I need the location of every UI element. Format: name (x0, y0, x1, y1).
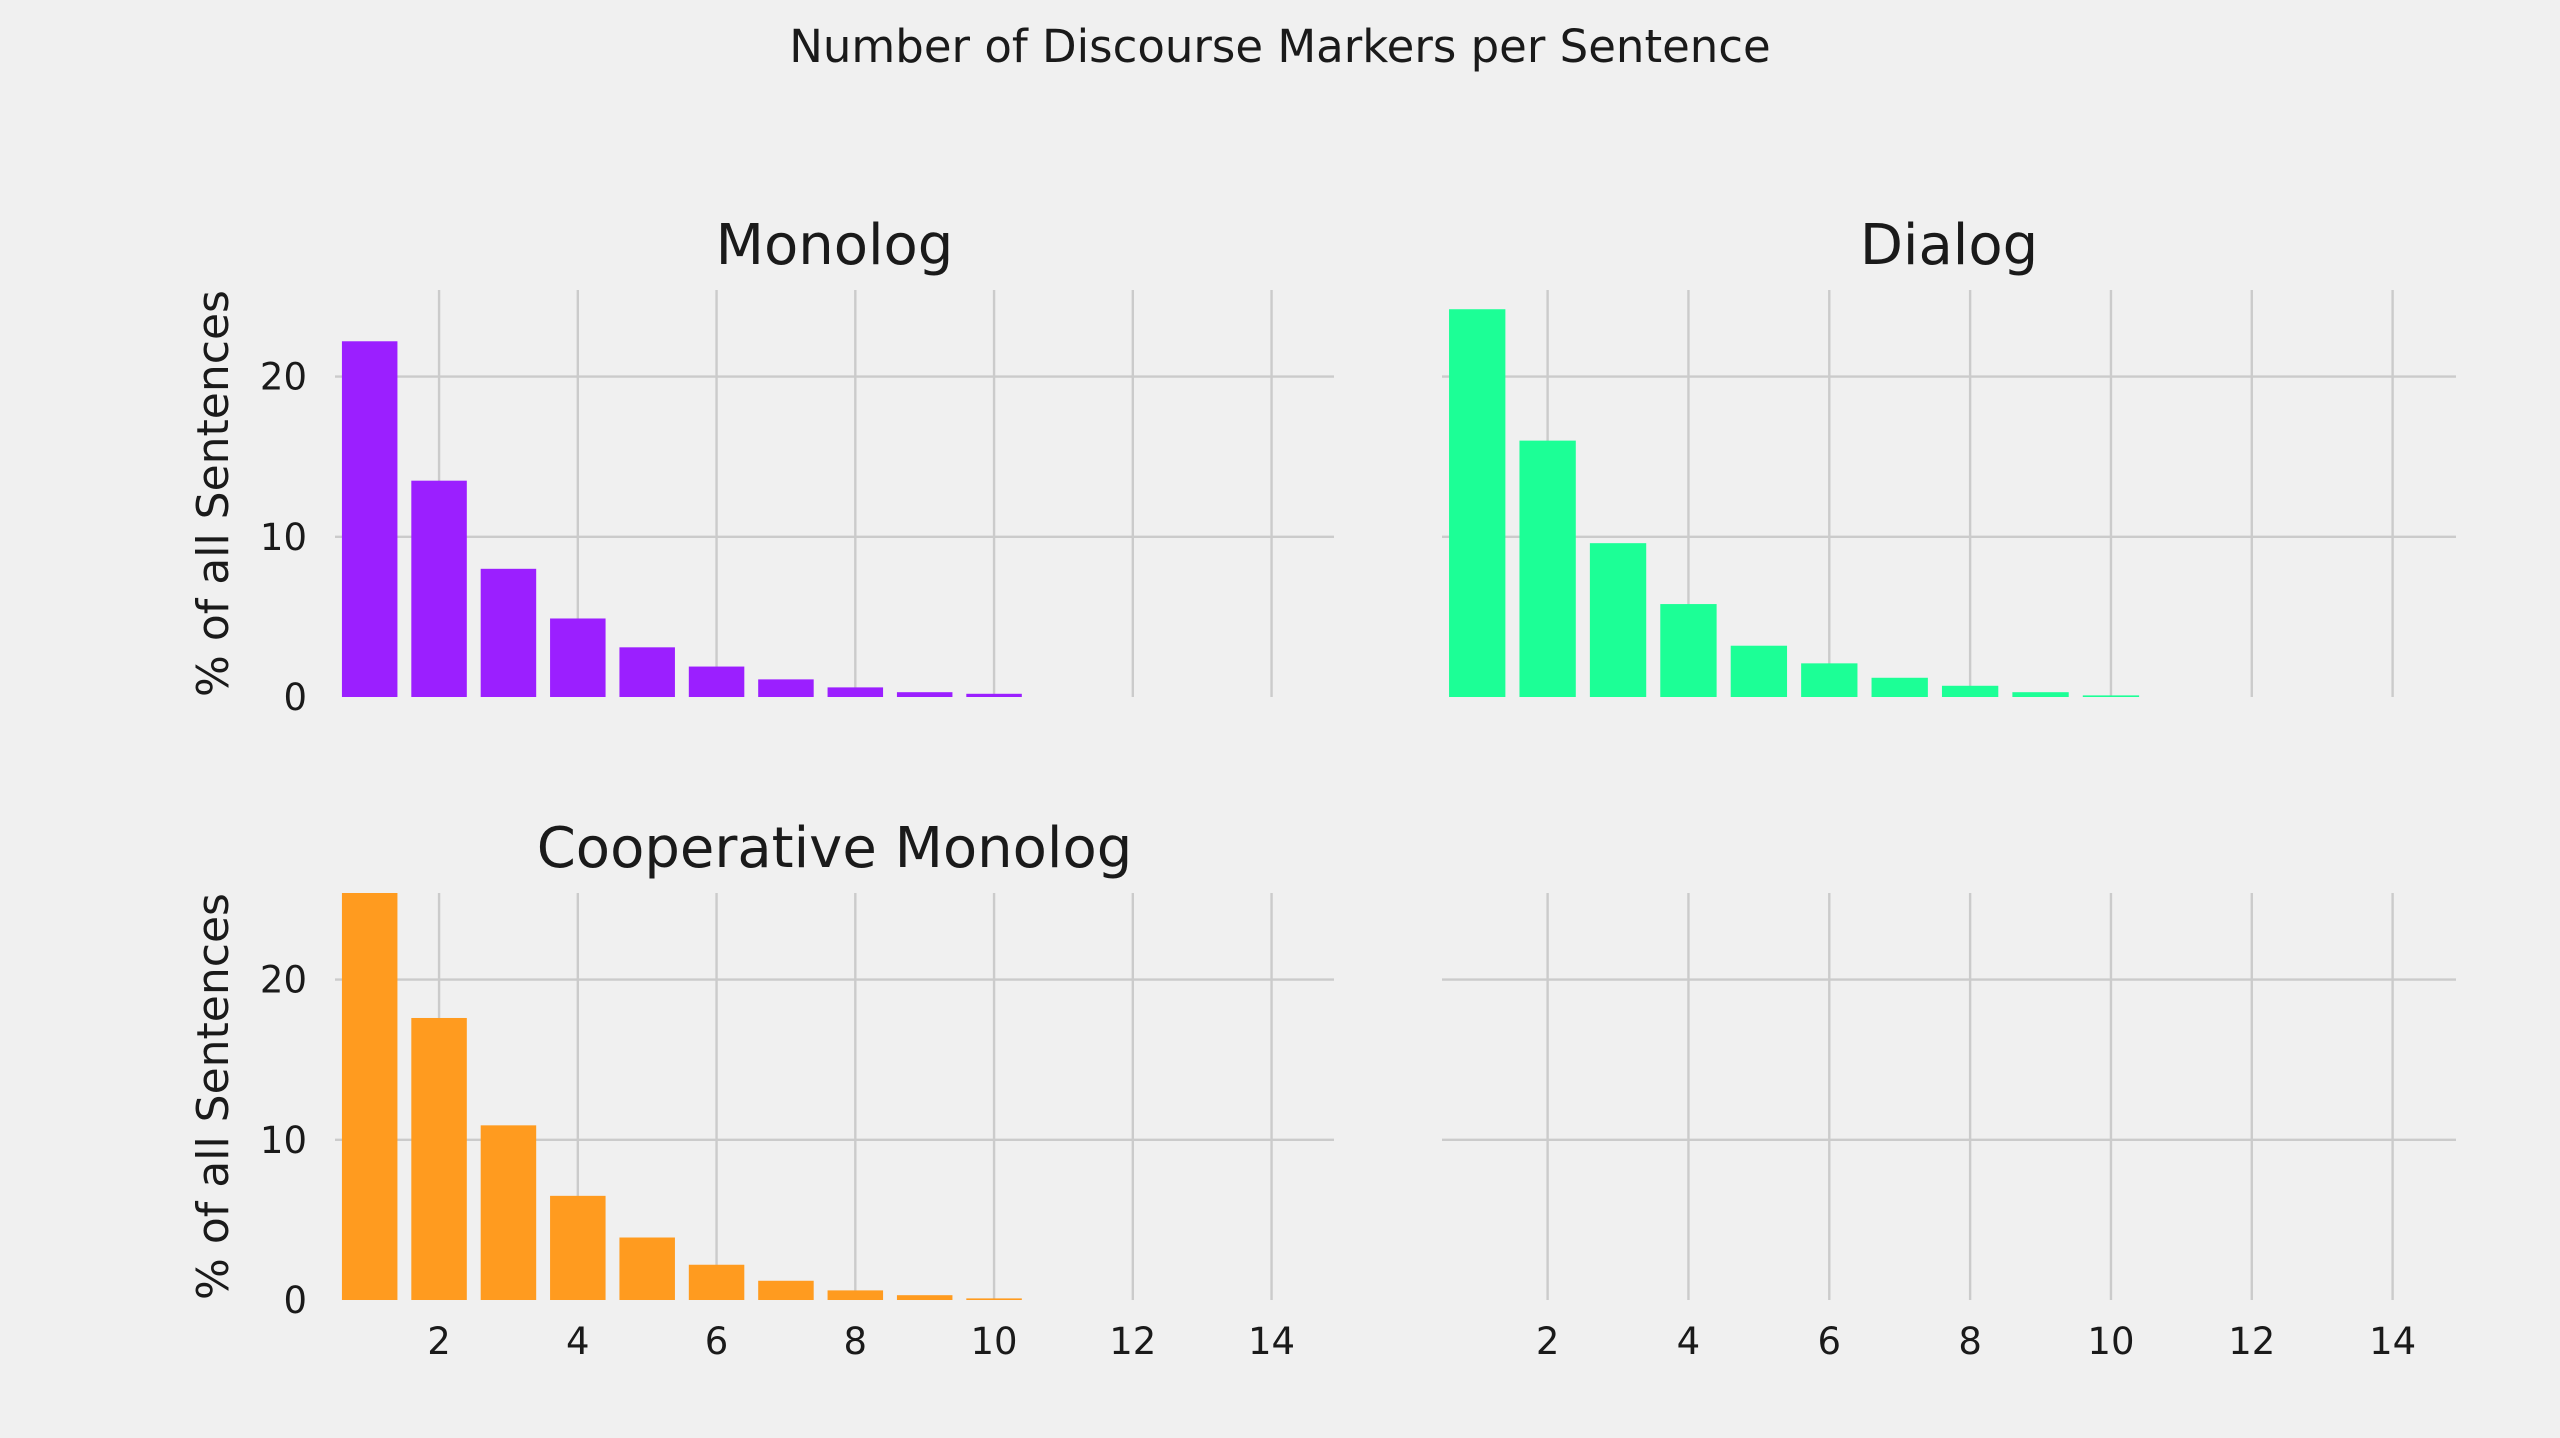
bar (341, 893, 398, 1300)
x-tick-label: 14 (2369, 1320, 2416, 1363)
panel-1: 0 10 20 % of all Sentences Monolog (188, 213, 1334, 719)
bar (1449, 309, 1506, 697)
x-tick-label: 8 (1958, 1320, 1982, 1363)
bar (688, 1264, 745, 1300)
bar (896, 692, 953, 697)
x-tick-label: 4 (566, 1320, 590, 1363)
bar (1801, 663, 1858, 697)
bar (480, 1125, 537, 1300)
x-tick-label: 6 (705, 1320, 729, 1363)
bar (966, 693, 1022, 697)
panel-3: 0 10 20 2 4 6 8 10 12 14 % of all Sentences Coopera… (188, 816, 1334, 1363)
panel-2: Dialog (1442, 213, 2456, 697)
bar (550, 1195, 606, 1300)
bar (896, 1295, 953, 1300)
bar (1660, 604, 1717, 697)
figure-title: Number of Discourse Markers per Sentence (789, 20, 1770, 73)
bar (619, 1237, 675, 1300)
x-tick-label: 14 (1248, 1320, 1295, 1363)
x-tick-label: 6 (1818, 1320, 1842, 1363)
y-axis-label: % of all Sentences (188, 893, 239, 1300)
panel-4: 2 4 6 8 10 12 14 (1442, 893, 2456, 1363)
bar (758, 1280, 814, 1300)
y-tick-label: 10 (260, 1119, 307, 1162)
bar (619, 647, 675, 697)
x-tick-label: 12 (1109, 1320, 1156, 1363)
panel-title: Cooperative Monolog (537, 816, 1133, 881)
bar (480, 568, 537, 697)
panel-title: Dialog (1860, 213, 2038, 278)
bar (2082, 695, 2140, 697)
x-tick-label: 2 (427, 1320, 451, 1363)
bar (1730, 645, 1788, 697)
x-tick-label: 12 (2228, 1320, 2275, 1363)
bar (341, 341, 398, 697)
y-tick-label: 0 (283, 676, 307, 719)
bar (1941, 685, 1999, 697)
y-tick-label: 10 (260, 516, 307, 559)
bar (1519, 440, 1576, 697)
x-tick-label: 2 (1536, 1320, 1560, 1363)
bar (411, 480, 467, 697)
bar (550, 618, 606, 697)
y-tick-label: 20 (260, 356, 307, 399)
bar (2012, 692, 2069, 697)
panel-title: Monolog (716, 213, 954, 278)
x-tick-label: 10 (2087, 1320, 2134, 1363)
bar (1871, 677, 1928, 697)
y-tick-label: 0 (283, 1279, 307, 1322)
bar (827, 687, 884, 697)
y-axis-label: % of all Sentences (188, 290, 239, 697)
bar (827, 1290, 884, 1300)
bar (758, 679, 814, 697)
x-tick-label: 8 (844, 1320, 868, 1363)
x-tick-label: 10 (971, 1320, 1018, 1363)
bar (688, 666, 745, 697)
x-tick-label: 4 (1677, 1320, 1701, 1363)
bar (1589, 543, 1647, 697)
bar (966, 1298, 1022, 1300)
y-tick-label: 20 (260, 959, 307, 1002)
bar (411, 1017, 467, 1300)
